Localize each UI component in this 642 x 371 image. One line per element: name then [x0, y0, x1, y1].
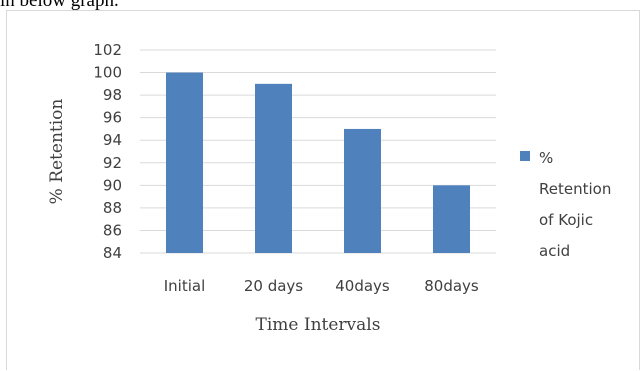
bar — [166, 72, 203, 253]
x-axis-title: Time Intervals — [256, 315, 381, 335]
y-tick-label: 100 — [93, 64, 122, 82]
x-tick-label: 20 days — [244, 277, 303, 295]
x-tick-label: 80days — [424, 277, 479, 295]
x-tick-label: 40days — [335, 277, 390, 295]
y-tick-label: 94 — [103, 131, 122, 149]
bar — [344, 128, 381, 253]
y-tick-label: 96 — [103, 109, 122, 127]
legend: % Retention of Kojic acid — [520, 149, 611, 260]
y-tick-label: 98 — [103, 86, 122, 104]
y-tick-label: 88 — [103, 199, 122, 217]
chart-frame — [6, 10, 640, 370]
caption-text: in below graph. — [0, 0, 119, 11]
y-tick-label: 86 — [103, 221, 122, 239]
bar — [255, 83, 292, 253]
y-tick-label: 84 — [103, 244, 122, 262]
legend-text-line: of Kojic — [539, 211, 593, 229]
y-axis-title: % Retention — [47, 99, 67, 205]
y-tick-label: 92 — [103, 154, 122, 172]
x-tick-labels: Initial 20 days 40days 80days — [164, 277, 479, 295]
legend-text-line: acid — [539, 242, 570, 260]
legend-label: % Retention of Kojic acid — [539, 149, 611, 260]
y-tick-label: 102 — [93, 41, 122, 59]
y-tick-labels: 84 86 88 90 92 94 96 98 100 102 — [93, 41, 122, 262]
legend-swatch — [520, 151, 530, 161]
bars — [166, 72, 470, 253]
legend-text-line: Retention — [539, 180, 611, 198]
bar — [433, 185, 470, 253]
x-tick-label: Initial — [164, 277, 206, 295]
legend-text-line: % — [539, 149, 553, 167]
y-tick-label: 90 — [103, 176, 122, 194]
